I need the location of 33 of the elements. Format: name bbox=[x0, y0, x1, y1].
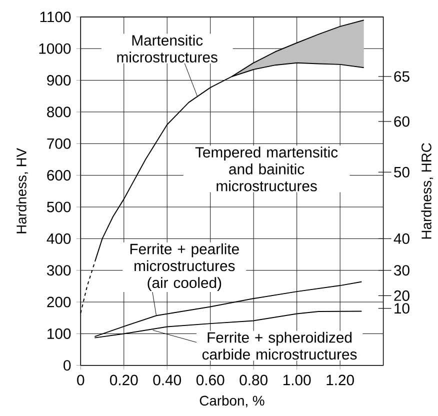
text: 65 bbox=[394, 71, 410, 82]
text: 60 bbox=[394, 116, 410, 127]
text: 40 bbox=[394, 233, 410, 244]
y-tick-label: 500 bbox=[47, 202, 71, 212]
y-tick-label: 1100 bbox=[40, 12, 71, 22]
y-tick-label: 800 bbox=[47, 106, 71, 118]
y-tick-label: 700 bbox=[47, 138, 71, 149]
y-tick-label: 600 bbox=[47, 170, 71, 180]
annotation: Ferrite + pearlite microstructures (air cooled) bbox=[130, 243, 239, 291]
text: 50 bbox=[394, 166, 410, 178]
y-tick-label: 900 bbox=[47, 74, 71, 86]
y-tick-label: 0 bbox=[64, 360, 71, 371]
x-tick-label: 0 bbox=[77, 374, 84, 386]
y-tick-label: 1000 bbox=[39, 43, 71, 54]
y-tick-label: 400 bbox=[46, 233, 71, 244]
x-tick-label: 0.80 bbox=[240, 374, 268, 386]
x-tick-label: 1.00 bbox=[283, 374, 311, 386]
y-tick-label: 300 bbox=[46, 265, 71, 276]
annotation: Ferrite + spheroidized carbide microstructures bbox=[202, 332, 357, 360]
text: 20 bbox=[394, 290, 410, 301]
x-axis-title: Carbon, % bbox=[200, 395, 264, 408]
x-tick-label: 0.20 bbox=[110, 374, 138, 386]
x-tick-label: 1.20 bbox=[326, 374, 354, 386]
annotation: Tempered martensitic and bainitic microstructures bbox=[195, 146, 338, 192]
y2-axis-title: Hardness, HRC bbox=[421, 143, 434, 239]
x-tick-label: 0.60 bbox=[196, 374, 224, 386]
text: 30 bbox=[394, 265, 410, 276]
x-tick-label: 0.40 bbox=[153, 374, 182, 386]
y-tick-label: 100 bbox=[48, 328, 71, 339]
text: 10 bbox=[394, 303, 410, 314]
y-axis-title: Hardness, HV bbox=[16, 148, 28, 234]
annotation: Martensitic microstructures bbox=[117, 34, 218, 62]
y-tick-label: 200 bbox=[47, 296, 71, 308]
